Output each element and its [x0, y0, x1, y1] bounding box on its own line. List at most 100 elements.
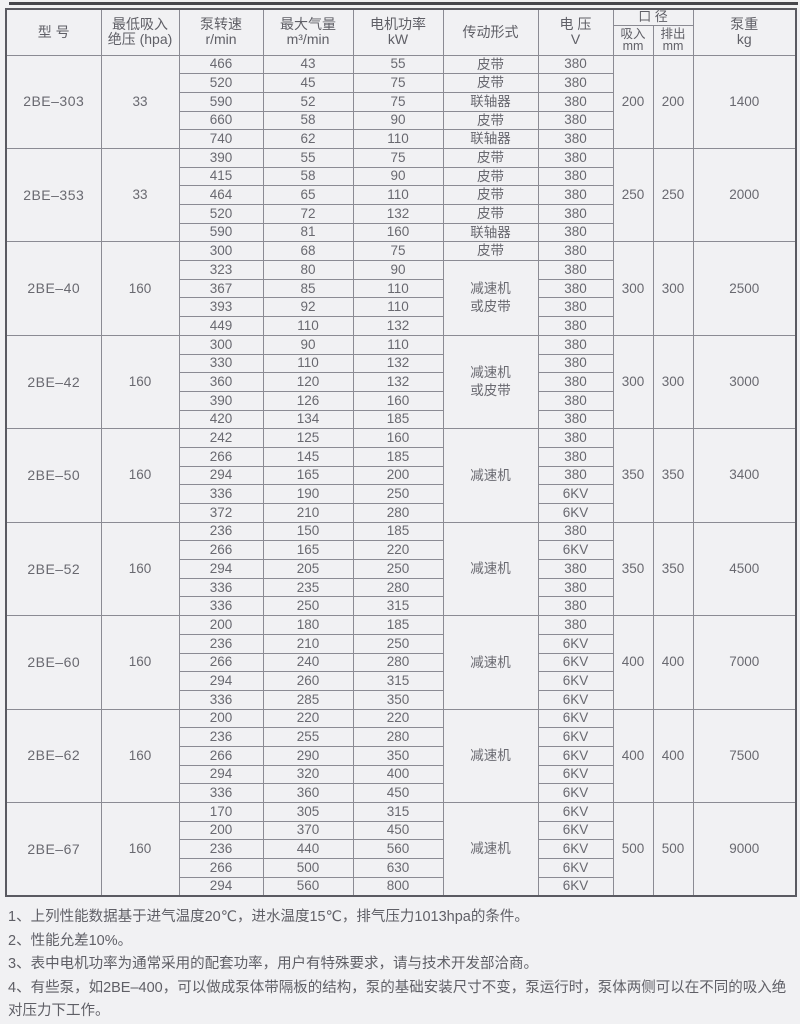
cell-power: 400	[352, 764, 444, 785]
cell-speed: 294	[178, 465, 264, 486]
table-row: 2BE–60 160 200 180 185 减速机 380 400 400 7000	[5, 615, 797, 710]
cell-speed: 266	[178, 745, 264, 766]
cell-voltage: 6KV	[537, 783, 614, 803]
col-header-voltage: 电 压 V	[537, 8, 614, 56]
cell-speed: 415	[178, 166, 264, 187]
cell-power: 220	[352, 708, 444, 729]
table-row: 336 190 250 6KV	[6, 484, 796, 504]
cell-speed: 393	[178, 297, 264, 318]
footnote-3: 3、表中电机功率为通常采用的配套功率，用户有特殊要求，请与技术开发部洽商。	[8, 956, 539, 972]
table-row: 360 120 132 380	[6, 372, 796, 392]
cell-power: 200	[352, 465, 444, 486]
cell-power: 132	[352, 353, 444, 374]
cell-speed: 236	[178, 521, 264, 542]
cell-voltage: 6KV	[537, 484, 614, 504]
cell-power: 75	[352, 91, 444, 112]
cell-power: 280	[352, 577, 444, 598]
cell-power: 160	[352, 428, 444, 448]
col-header-speed-line2: r/min	[205, 31, 237, 48]
col-header-voltage-line2: V	[570, 31, 581, 48]
cell-speed: 520	[178, 204, 264, 224]
cell-speed: 242	[178, 428, 264, 448]
cell-transmission: 皮带	[442, 54, 539, 75]
cell-transmission: 联轴器	[442, 91, 539, 112]
cell-volume: 85	[262, 278, 354, 299]
cell-volume: 120	[262, 372, 354, 392]
cell-power: 450	[352, 820, 444, 841]
cell-speed: 420	[178, 409, 264, 430]
cell-speed: 294	[178, 876, 264, 897]
cell-voltage: 380	[537, 428, 614, 448]
cell-speed: 266	[178, 446, 264, 467]
cell-speed: 200	[178, 820, 264, 841]
cell-power: 350	[352, 745, 444, 766]
cell-power: 560	[352, 839, 444, 860]
table-row: 372 210 280 6KV	[6, 503, 796, 523]
cell-volume: 165	[262, 465, 354, 486]
cell-power: 160	[352, 222, 444, 243]
cell-volume: 92	[262, 297, 354, 318]
table-row: 2BE–40 160 300 68 75 皮带 380 300 300 2500	[5, 241, 797, 336]
cell-speed: 294	[178, 559, 264, 579]
cell-power: 55	[352, 54, 444, 75]
cell-volume: 110	[262, 316, 354, 336]
cell-voltage: 6KV	[537, 802, 614, 822]
col-header-power-line2: kW	[387, 31, 409, 48]
cell-power: 350	[352, 689, 444, 710]
cell-transmission: 联轴器	[442, 129, 539, 149]
cell-pressure: 160	[100, 428, 180, 523]
cell-speed: 372	[178, 503, 264, 523]
col-header-transmission: 传动形式	[442, 8, 539, 56]
cell-suction: 500	[612, 801, 654, 897]
cell-voltage: 6KV	[537, 633, 614, 654]
table-row: 2BE–67 160 170 305 315 减速机 6KV 500 500 9000	[5, 801, 797, 897]
cell-volume: 305	[262, 802, 354, 822]
cell-voltage: 380	[537, 353, 614, 374]
cell-weight: 2000	[692, 147, 797, 243]
cell-discharge: 500	[652, 801, 694, 897]
cell-transmission: 减速机	[442, 801, 539, 897]
cell-voltage: 6KV	[537, 839, 614, 860]
cell-speed: 660	[178, 110, 264, 131]
cell-discharge: 350	[652, 521, 694, 617]
table-row: 2BE–353 33 390 55 75 皮带 380 250 250 2000	[5, 147, 797, 243]
cell-suction: 350	[612, 521, 654, 617]
cell-power: 185	[352, 521, 444, 542]
cell-speed: 294	[178, 671, 264, 691]
cell-volume: 150	[262, 521, 354, 542]
cell-power: 75	[352, 73, 444, 93]
cell-volume: 145	[262, 446, 354, 467]
table-row: 2BE–50 160 242 125 160 减速机 380 350 350 3400	[5, 428, 797, 523]
cell-power: 800	[352, 876, 444, 897]
cell-weight: 9000	[692, 801, 797, 897]
cell-transmission: 减速机	[442, 615, 539, 710]
cell-speed: 390	[178, 390, 264, 411]
table-row: 336 250 315 380	[6, 596, 796, 617]
cell-volume: 90	[262, 334, 354, 355]
cell-speed: 236	[178, 727, 264, 747]
cell-voltage: 380	[537, 334, 614, 355]
cell-voltage: 6KV	[537, 503, 614, 523]
cell-volume: 81	[262, 222, 354, 243]
table-row: 266 240 280 6KV	[6, 652, 796, 673]
cell-volume: 210	[262, 503, 354, 523]
table-row: 2BE–62 160 200 220 220 减速机 6KV 400 400 7500	[5, 708, 797, 804]
cell-voltage: 6KV	[537, 689, 614, 710]
cell-suction: 400	[612, 708, 654, 804]
col-header-speed-line1: 泵转速	[200, 15, 242, 32]
cell-power: 110	[352, 297, 444, 318]
cell-transmission: 皮带	[442, 185, 539, 205]
cell-suction: 250	[612, 147, 654, 243]
cell-voltage: 380	[537, 297, 614, 318]
cell-power: 630	[352, 858, 444, 878]
cell-power: 110	[352, 334, 444, 355]
cell-transmission: 皮带	[442, 110, 539, 131]
cell-power: 280	[352, 727, 444, 747]
table-row: 294 205 250 380	[6, 559, 796, 579]
cell-volume: 62	[262, 129, 354, 149]
cell-transmission: 减速机 或皮带	[442, 334, 539, 430]
cell-transmission: 减速机	[442, 708, 539, 804]
cell-volume: 80	[262, 260, 354, 280]
footnote-4: 4、有些泵，如2BE–400，可以做成泵体带隔板的结构，泵的基础安装尺寸不变，泵…	[8, 979, 787, 1020]
cell-speed: 367	[178, 278, 264, 299]
